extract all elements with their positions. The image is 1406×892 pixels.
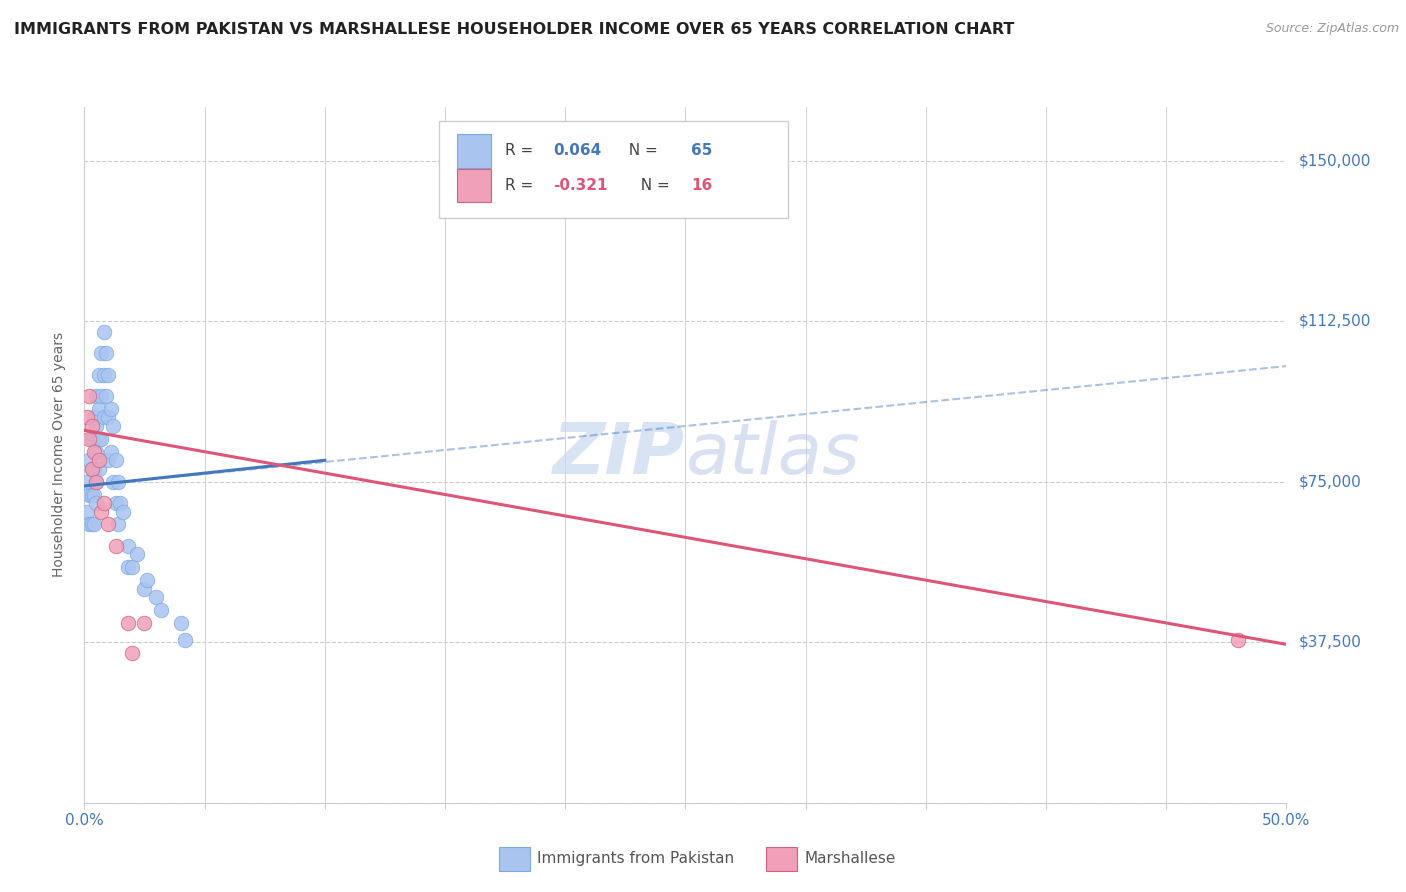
Point xyxy=(97,517,120,532)
Point xyxy=(145,591,167,605)
Text: N =: N = xyxy=(619,144,664,159)
Point xyxy=(87,453,110,467)
Text: -0.321: -0.321 xyxy=(553,178,607,194)
Point xyxy=(100,401,122,416)
FancyBboxPatch shape xyxy=(457,134,491,168)
Point xyxy=(117,560,139,574)
Text: atlas: atlas xyxy=(686,420,860,490)
Point xyxy=(90,389,112,403)
Point xyxy=(77,389,100,403)
Text: $37,500: $37,500 xyxy=(1299,635,1361,649)
Point xyxy=(97,410,120,425)
Point xyxy=(86,389,108,403)
Point xyxy=(93,496,115,510)
Point xyxy=(83,517,105,532)
Point xyxy=(1227,633,1250,648)
Point xyxy=(104,539,127,553)
Point xyxy=(93,368,115,382)
Text: Marshallese: Marshallese xyxy=(804,852,896,866)
Point xyxy=(90,432,112,446)
Point xyxy=(87,401,110,416)
Text: $75,000: $75,000 xyxy=(1299,475,1361,489)
Point xyxy=(107,475,129,489)
Point xyxy=(76,505,98,519)
Y-axis label: Householder Income Over 65 years: Householder Income Over 65 years xyxy=(52,333,66,577)
Text: IMMIGRANTS FROM PAKISTAN VS MARSHALLESE HOUSEHOLDER INCOME OVER 65 YEARS CORRELA: IMMIGRANTS FROM PAKISTAN VS MARSHALLESE … xyxy=(14,22,1015,37)
Point xyxy=(77,487,100,501)
Point xyxy=(134,615,156,630)
Point xyxy=(93,410,115,425)
Text: 16: 16 xyxy=(692,178,713,194)
Point xyxy=(104,453,127,467)
Text: $150,000: $150,000 xyxy=(1299,153,1371,168)
Point xyxy=(80,419,103,434)
Text: N =: N = xyxy=(631,178,675,194)
Text: R =: R = xyxy=(505,178,538,194)
Point xyxy=(86,444,108,458)
Point xyxy=(87,462,110,476)
Point xyxy=(94,389,117,403)
Point xyxy=(127,548,149,562)
Point xyxy=(87,368,110,382)
Point xyxy=(83,410,105,425)
Point xyxy=(104,496,127,510)
Point xyxy=(83,444,105,458)
Point xyxy=(83,432,105,446)
Point xyxy=(76,475,98,489)
Point xyxy=(80,462,103,476)
Text: Immigrants from Pakistan: Immigrants from Pakistan xyxy=(537,852,734,866)
Point xyxy=(107,517,129,532)
Point xyxy=(86,496,108,510)
Point xyxy=(94,346,117,360)
Point xyxy=(150,603,173,617)
Text: 0.064: 0.064 xyxy=(553,144,602,159)
Text: Source: ZipAtlas.com: Source: ZipAtlas.com xyxy=(1265,22,1399,36)
Point xyxy=(76,410,98,425)
Point xyxy=(93,325,115,339)
Text: $112,500: $112,500 xyxy=(1299,314,1371,328)
Point xyxy=(86,475,108,489)
Point xyxy=(83,462,105,476)
Point xyxy=(86,475,108,489)
Point xyxy=(121,646,143,660)
Point xyxy=(77,453,100,467)
Point xyxy=(100,444,122,458)
Point xyxy=(80,432,103,446)
Point xyxy=(169,615,191,630)
Point xyxy=(117,539,139,553)
Point xyxy=(86,419,108,434)
Point xyxy=(80,487,103,501)
Point xyxy=(97,368,120,382)
Point xyxy=(103,419,125,434)
Point xyxy=(83,487,105,501)
FancyBboxPatch shape xyxy=(439,121,787,219)
Point xyxy=(135,573,157,587)
Point xyxy=(103,475,125,489)
Point xyxy=(117,615,139,630)
FancyBboxPatch shape xyxy=(457,169,491,202)
Point xyxy=(121,560,143,574)
Point xyxy=(110,496,132,510)
Point xyxy=(80,462,103,476)
Text: ZIP: ZIP xyxy=(553,420,686,490)
Point xyxy=(90,346,112,360)
Point xyxy=(111,505,134,519)
Point xyxy=(87,432,110,446)
Point xyxy=(77,432,100,446)
Point xyxy=(97,453,120,467)
Point xyxy=(80,517,103,532)
Point xyxy=(134,582,156,596)
Point xyxy=(90,505,112,519)
Point xyxy=(174,633,197,648)
Text: 65: 65 xyxy=(692,144,713,159)
Point xyxy=(77,517,100,532)
Text: R =: R = xyxy=(505,144,538,159)
